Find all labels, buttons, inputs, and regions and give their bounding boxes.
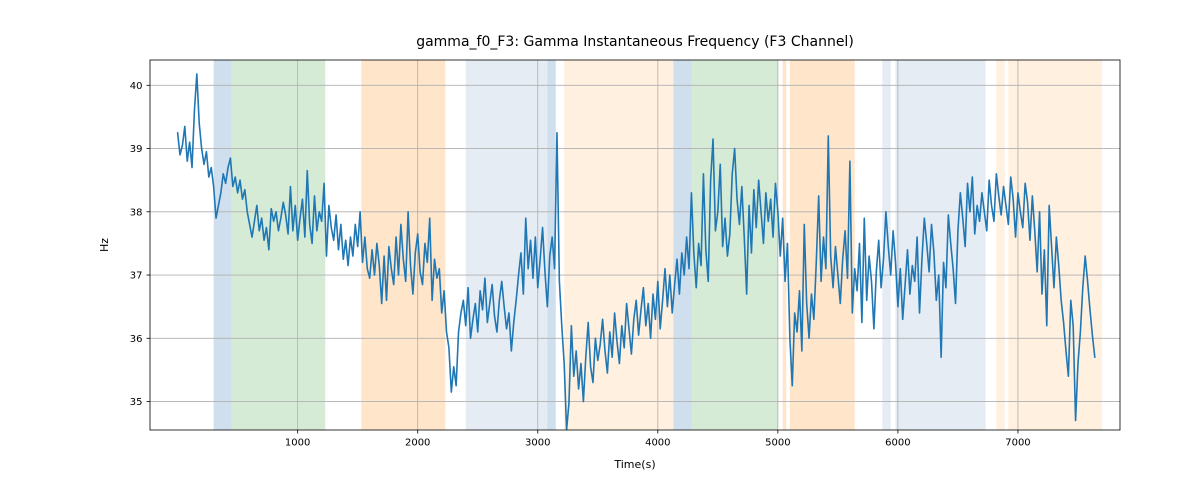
- chart-title: gamma_f0_F3: Gamma Instantaneous Frequen…: [416, 34, 854, 50]
- band-11: [896, 60, 986, 430]
- band-1: [232, 60, 326, 430]
- band-0: [214, 60, 232, 430]
- band-2: [361, 60, 445, 430]
- xtick-label: 4000: [645, 438, 670, 449]
- ytick-label: 39: [130, 144, 143, 155]
- ytick-label: 36: [130, 334, 143, 345]
- xtick-label: 6000: [885, 438, 910, 449]
- xtick-label: 1000: [285, 438, 310, 449]
- chart-container: 1000 2000 3000 4000 5000 6000 7000 35 36 37 38 39 40…: [0, 0, 1200, 500]
- xtick-label: 5000: [765, 438, 790, 449]
- ytick-label: 40: [130, 81, 143, 92]
- xtick-label: 2000: [405, 438, 430, 449]
- ytick-label: 37: [130, 271, 143, 282]
- band-6: [673, 60, 691, 430]
- chart-svg: 1000 2000 3000 4000 5000 6000 7000 35 36 37 38 39 40…: [0, 0, 1200, 500]
- band-7: [691, 60, 777, 430]
- band-13: [1008, 60, 1102, 430]
- ytick-label: 35: [130, 397, 143, 408]
- xtick-label: 3000: [525, 438, 550, 449]
- x-axis-label: Time(s): [613, 458, 655, 471]
- xtick-label: 7000: [1005, 438, 1030, 449]
- band-12: [996, 60, 1004, 430]
- ytick-label: 38: [130, 207, 143, 218]
- y-axis-label: Hz: [98, 238, 111, 252]
